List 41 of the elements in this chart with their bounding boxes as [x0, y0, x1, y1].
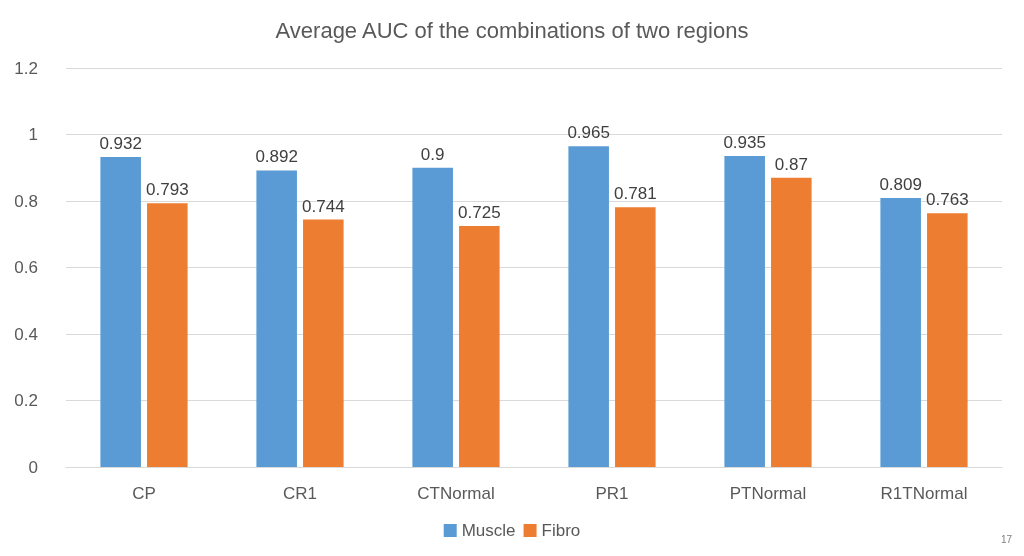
data-label: 0.793	[146, 180, 189, 200]
x-tick-label: R1TNormal	[880, 484, 968, 503]
bar	[724, 156, 765, 467]
y-tick-label: 0	[28, 457, 38, 477]
data-label: 0.935	[723, 133, 766, 153]
bar	[100, 157, 141, 467]
data-label: 0.9	[420, 144, 445, 164]
data-label: 0.965	[567, 123, 610, 143]
x-tick-label: CR1	[282, 484, 318, 503]
data-label: 0.809	[879, 175, 922, 195]
data-label: 0.87	[774, 154, 808, 174]
x-tick-label: CP	[132, 484, 156, 503]
x-tick-label: PTNormal	[729, 484, 807, 503]
x-tick-label: PR1	[595, 484, 629, 503]
bar	[147, 203, 188, 467]
data-label: 0.781	[614, 184, 657, 204]
data-label: 0.892	[255, 147, 298, 167]
legend-label: Muscle	[461, 521, 516, 540]
chart-title: Average AUC of the combinations of two regions	[275, 17, 749, 43]
bar	[771, 177, 812, 467]
y-tick-label: 0.8	[14, 191, 38, 211]
legend-label: Fibro	[541, 521, 581, 540]
x-tick-label: CTNormal	[417, 484, 495, 503]
y-tick-label: 0.4	[14, 324, 38, 344]
data-label: 0.744	[302, 196, 345, 216]
data-label: 0.725	[458, 202, 501, 222]
bar	[412, 167, 453, 467]
bar	[615, 207, 656, 467]
y-tick-label: 0.2	[14, 391, 38, 410]
bar	[927, 213, 968, 467]
bar	[303, 219, 344, 467]
text: 17	[1000, 533, 1013, 545]
data-label: 0.763	[926, 190, 969, 210]
bar	[568, 146, 609, 467]
y-tick-label: 1	[28, 125, 38, 144]
y-tick-label: 1.2	[14, 58, 38, 78]
bar	[459, 225, 500, 467]
bar	[256, 170, 297, 467]
data-label: 0.932	[99, 134, 142, 154]
y-tick-label: 0.6	[14, 258, 38, 277]
bar	[880, 198, 921, 467]
